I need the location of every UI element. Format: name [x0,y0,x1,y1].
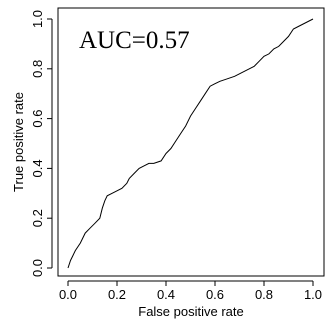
x-axis: 0.0 0.2 0.4 0.6 0.8 1.0 [59,280,322,302]
auc-annotation: AUC=0.57 [79,27,190,54]
y-axis: 0.0 0.2 0.4 0.6 0.8 1.0 [30,10,53,277]
x-tick-label: 0.8 [255,287,273,302]
plot-frame [57,7,325,277]
y-axis-title: True positive rate [11,92,26,192]
y-tick-label: 0.2 [30,209,45,227]
y-tick-label: 0.4 [30,159,45,177]
y-tick-label: 0.0 [30,259,45,277]
y-tick-label: 0.6 [30,110,45,128]
x-tick-label: 0.6 [206,287,224,302]
x-tick-label: 0.4 [157,287,175,302]
x-axis-title: False positive rate [138,304,244,319]
x-tick-label: 0.2 [108,287,126,302]
y-tick-label: 1.0 [30,10,45,28]
x-tick-label: 0.0 [59,287,77,302]
x-tick-label: 1.0 [304,287,322,302]
roc-curve [67,18,314,269]
y-tick-label: 0.8 [30,60,45,78]
